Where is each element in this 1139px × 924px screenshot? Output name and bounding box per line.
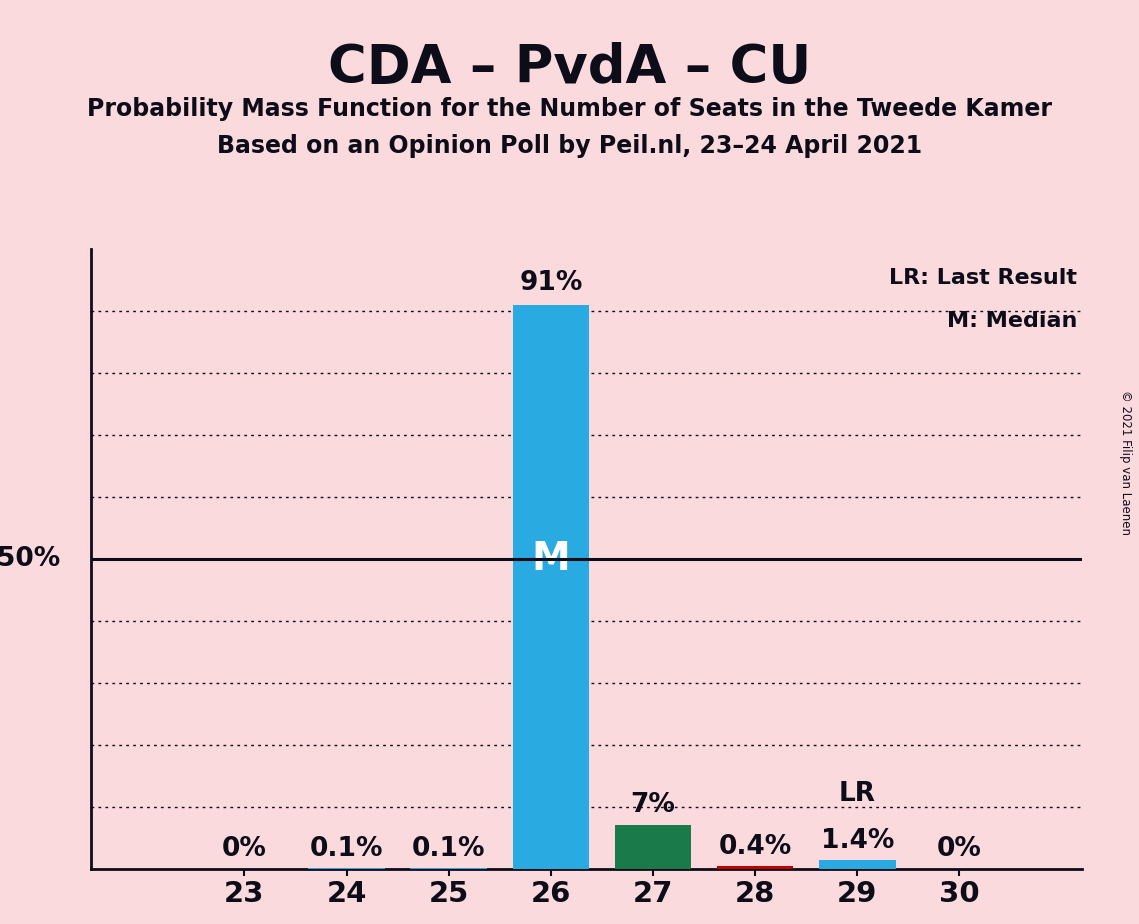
Text: 1.4%: 1.4% [820,828,894,854]
Text: LR: Last Result: LR: Last Result [888,268,1077,288]
Text: M: Median: M: Median [947,311,1077,332]
Text: 0.1%: 0.1% [310,835,383,862]
Text: 0%: 0% [222,836,267,862]
Text: 7%: 7% [631,792,675,818]
Text: 0%: 0% [937,836,982,862]
Bar [716,866,794,869]
Text: LR: LR [838,782,876,808]
Text: © 2021 Filip van Laenen: © 2021 Filip van Laenen [1118,390,1132,534]
Bar [819,860,895,869]
Text: M: M [532,540,571,578]
Text: Probability Mass Function for the Number of Seats in the Tweede Kamer: Probability Mass Function for the Number… [87,97,1052,121]
Text: 0.1%: 0.1% [412,835,485,862]
Text: Based on an Opinion Poll by Peil.nl, 23–24 April 2021: Based on an Opinion Poll by Peil.nl, 23–… [216,134,923,158]
Bar [513,305,589,869]
Text: 50%: 50% [0,546,60,572]
Text: CDA – PvdA – CU: CDA – PvdA – CU [328,42,811,93]
Bar [615,825,691,869]
Text: 91%: 91% [519,270,582,296]
Text: 0.4%: 0.4% [719,833,792,860]
